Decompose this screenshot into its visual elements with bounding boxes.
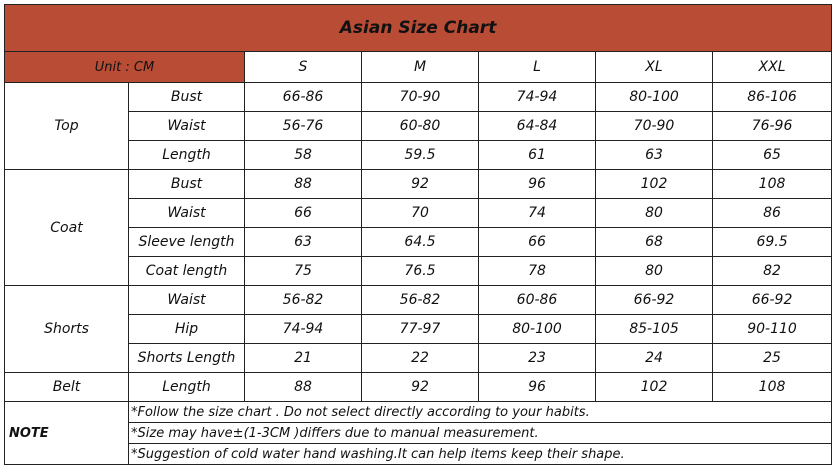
size-value-cell: 63	[595, 140, 713, 170]
table-row: Waist 56-76 60-80 64-84 70-90 76-96	[5, 111, 833, 141]
size-value-cell: 66	[244, 198, 362, 228]
size-header-l: L	[478, 51, 596, 83]
size-value-cell: 64.5	[361, 227, 479, 257]
size-header-row: Unit : CM S M L XL XXL	[4, 51, 833, 83]
table-row: Top Bust 66-86 70-90 74-94 80-100 86-106	[4, 82, 833, 170]
table-row: Hip 74-94 77-97 80-100 85-105 90-110	[5, 314, 833, 344]
size-value-cell: 60-86	[478, 285, 596, 315]
size-value-cell: 80	[595, 256, 713, 286]
size-value-cell: 77-97	[361, 314, 479, 344]
size-value-cell: 88	[244, 372, 362, 402]
category-label: Coat	[4, 169, 129, 286]
measure-label: Bust	[128, 82, 245, 112]
size-value-cell: 66-92	[711, 285, 833, 315]
size-value-cell: 70-90	[595, 111, 713, 141]
size-value-cell: 58	[244, 140, 362, 170]
size-value-cell: 63	[244, 227, 362, 257]
size-value-cell: 74	[478, 198, 596, 228]
note-row: *Size may have±(1-3CM )differs due to ma…	[5, 422, 833, 444]
size-value-cell: 70-90	[361, 82, 479, 112]
size-value-cell: 92	[361, 372, 479, 402]
size-value-cell: 64-84	[478, 111, 596, 141]
table-row: Shorts Length 21 22 23 24 25	[5, 343, 833, 373]
measure-label: Bust	[128, 169, 245, 199]
size-header-s: S	[244, 51, 362, 83]
size-value-cell: 102	[595, 372, 713, 402]
chart-title: Asian Size Chart	[3, 4, 833, 52]
size-value-cell: 74-94	[478, 82, 596, 112]
size-value-cell: 90-110	[711, 314, 833, 344]
note-line: *Follow the size chart . Do not select d…	[127, 401, 833, 423]
size-value-cell: 65	[711, 140, 833, 170]
category-label: Shorts	[4, 285, 129, 373]
measure-label: Length	[128, 140, 245, 170]
table-row: Sleeve length 63 64.5 66 68 69.5	[5, 227, 833, 257]
table-row: Shorts Waist 56-82 56-82 60-86 66-92 66-92	[4, 285, 833, 373]
size-value-cell: 56-76	[244, 111, 362, 141]
size-value-cell: 82	[711, 256, 833, 286]
size-value-cell: 24	[595, 343, 713, 373]
size-value-cell: 23	[478, 343, 596, 373]
category-label: Belt	[4, 372, 129, 402]
size-value-cell: 80	[595, 198, 713, 228]
size-value-cell: 66	[478, 227, 596, 257]
size-chart-table: Asian Size Chart Unit : CM S M L XL XXL …	[3, 4, 833, 465]
category-label: Top	[4, 82, 129, 170]
size-header-xxl: XXL	[711, 51, 833, 83]
size-header-m: M	[361, 51, 479, 83]
note-row: *Suggestion of cold water hand washing.I…	[5, 443, 833, 465]
measure-label: Length	[128, 372, 245, 402]
size-value-cell: 70	[361, 198, 479, 228]
size-chart: Asian Size Chart Unit : CM S M L XL XXL …	[3, 4, 833, 465]
size-value-cell: 22	[361, 343, 479, 373]
measure-label: Shorts Length	[128, 343, 245, 373]
table-row: Coat Bust 88 92 96 102 108	[4, 169, 833, 286]
size-value-cell: 75	[244, 256, 362, 286]
size-value-cell: 68	[595, 227, 713, 257]
size-value-cell: 92	[361, 169, 479, 199]
size-value-cell: 25	[711, 343, 833, 373]
size-value-cell: 56-82	[361, 285, 479, 315]
size-value-cell: 108	[711, 372, 833, 402]
note-label: NOTE	[4, 401, 129, 465]
size-value-cell: 61	[478, 140, 596, 170]
size-value-cell: 80-100	[595, 82, 713, 112]
size-value-cell: 80-100	[478, 314, 596, 344]
size-value-cell: 21	[244, 343, 362, 373]
table-row: Waist 66 70 74 80 86	[5, 198, 833, 228]
title-row: Asian Size Chart	[3, 4, 833, 52]
size-value-cell: 76-96	[711, 111, 833, 141]
size-header-xl: XL	[595, 51, 713, 83]
size-value-cell: 76.5	[361, 256, 479, 286]
measure-label: Waist	[128, 285, 245, 315]
size-value-cell: 56-82	[244, 285, 362, 315]
size-value-cell: 108	[711, 169, 833, 199]
size-value-cell: 102	[595, 169, 713, 199]
size-value-cell: 66-86	[244, 82, 362, 112]
table-row: Belt Length 88 92 96 102 108	[4, 372, 833, 402]
size-value-cell: 74-94	[244, 314, 362, 344]
measure-label: Hip	[128, 314, 245, 344]
size-value-cell: 59.5	[361, 140, 479, 170]
size-value-cell: 60-80	[361, 111, 479, 141]
size-value-cell: 86	[711, 198, 833, 228]
note-line: *Suggestion of cold water hand washing.I…	[127, 443, 833, 465]
measure-label: Sleeve length	[128, 227, 245, 257]
unit-label: Unit : CM	[4, 51, 245, 83]
size-value-cell: 85-105	[595, 314, 713, 344]
note-line: *Size may have±(1-3CM )differs due to ma…	[127, 422, 833, 444]
size-value-cell: 86-106	[711, 82, 833, 112]
measure-label: Coat length	[128, 256, 245, 286]
size-value-cell: 88	[244, 169, 362, 199]
size-value-cell: 96	[478, 372, 596, 402]
measure-label: Waist	[128, 198, 245, 228]
note-row: NOTE *Follow the size chart . Do not sele…	[4, 401, 833, 465]
table-row: Coat length 75 76.5 78 80 82	[5, 256, 833, 286]
size-value-cell: 69.5	[711, 227, 833, 257]
table-row: Length 58 59.5 61 63 65	[5, 140, 833, 170]
measure-label: Waist	[128, 111, 245, 141]
size-value-cell: 78	[478, 256, 596, 286]
size-value-cell: 66-92	[595, 285, 713, 315]
size-value-cell: 96	[478, 169, 596, 199]
